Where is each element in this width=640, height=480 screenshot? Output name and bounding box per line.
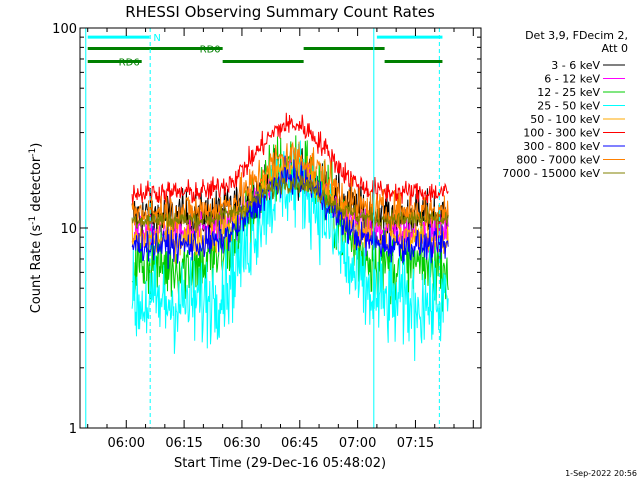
flag-bars: N RD0 RD6 xyxy=(87,33,443,68)
legend-entry-label-4: 25 - 50 keV xyxy=(537,100,600,113)
legend-header-2: Att 0 xyxy=(602,42,628,55)
y-tick-label-2: 10 xyxy=(60,222,77,237)
x-axis-label: Start Time (29-Dec-16 05:48:02) xyxy=(174,456,386,471)
x-tick-label-5: 07:00 xyxy=(339,436,376,451)
y-axis-label-mid: detector xyxy=(29,156,44,216)
flag-label-rd0: RD0 xyxy=(200,44,221,55)
x-axis: 06:00 06:15 06:30 06:45 07:00 07:15 xyxy=(87,28,474,451)
legend-header-1: Det 3,9, FDecim 2, xyxy=(525,29,628,42)
y-axis-label-sup2: -1 xyxy=(28,148,38,157)
trace-6 xyxy=(131,112,449,207)
y-axis-label-sup1: -1 xyxy=(28,216,38,225)
footer-date: 1-Sep-2022 20:56 xyxy=(565,469,637,478)
y-axis: 1 10 100 xyxy=(52,22,481,437)
y-axis-label-main: Count Rate (s xyxy=(29,225,44,314)
y-tick-label-3: 100 xyxy=(52,22,77,37)
flag-label-n: N xyxy=(153,33,160,44)
chart-title: RHESSI Observing Summary Count Rates xyxy=(125,3,435,21)
trace-7 xyxy=(131,155,449,269)
legend-entry-label-2: 6 - 12 keV xyxy=(544,73,600,86)
x-tick-label-1: 06:00 xyxy=(108,436,145,451)
y-tick-label-1: 1 xyxy=(69,422,77,437)
flag-label-rd6: RD6 xyxy=(119,57,140,68)
legend-entry-label-7: 300 - 800 keV xyxy=(523,140,600,153)
y-axis-label: Count Rate (s-1 detector-1) xyxy=(28,143,44,314)
legend-entry-label-5: 50 - 100 keV xyxy=(530,113,600,126)
legend-entry-label-6: 100 - 300 keV xyxy=(523,127,600,140)
legend-entry-label-8: 800 - 7000 keV xyxy=(516,154,600,167)
trace-3 xyxy=(131,135,449,314)
legend-entry-label-3: 12 - 25 keV xyxy=(537,86,600,99)
x-tick-label-4: 06:45 xyxy=(281,436,318,451)
y-axis-label-end: ) xyxy=(29,143,44,148)
data-traces xyxy=(131,112,449,362)
x-tick-label-3: 06:30 xyxy=(223,436,260,451)
x-tick-label-2: 06:15 xyxy=(165,436,202,451)
legend-entry-label-1: 3 - 6 keV xyxy=(551,59,600,72)
legend-entry-label-9: 7000 - 15000 keV xyxy=(502,167,600,180)
trace-9 xyxy=(131,170,449,233)
x-tick-label-6: 07:15 xyxy=(397,436,434,451)
